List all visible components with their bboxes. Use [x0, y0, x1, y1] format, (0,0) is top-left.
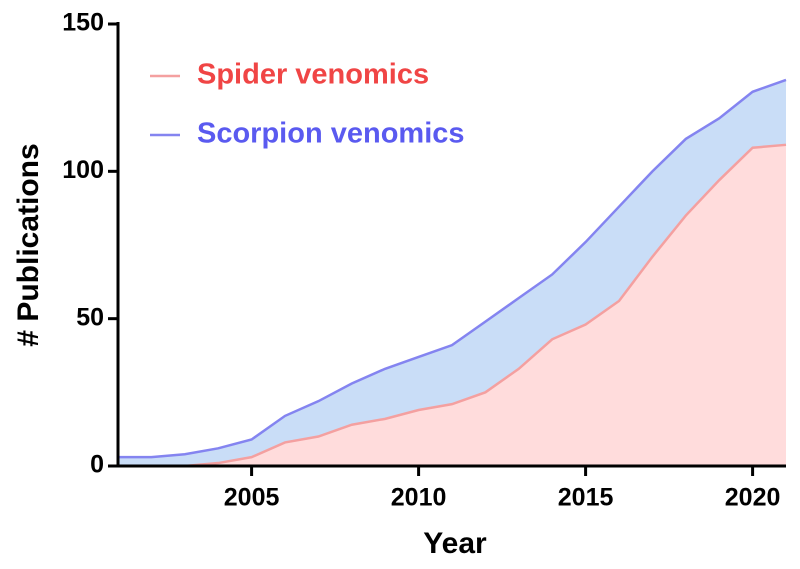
series-line — [118, 143, 787, 468]
x-tick-label: 2020 — [725, 484, 781, 512]
y-axis-title: # Publications — [12, 143, 45, 346]
x-tick-label: 2015 — [558, 484, 614, 512]
x-tick-label: 2005 — [224, 484, 280, 512]
legend-label: Spider venomics — [197, 59, 429, 91]
y-tick-label: 0 — [90, 451, 104, 479]
x-axis-title: Year — [423, 527, 487, 560]
y-tick-label: 100 — [62, 156, 104, 184]
legend-label: Scorpion venomics — [197, 118, 465, 150]
area-fill — [118, 144, 786, 466]
y-tick-label: 150 — [62, 9, 104, 37]
y-tick-label: 50 — [76, 303, 104, 331]
x-tick-label: 2010 — [391, 484, 447, 512]
series-line — [118, 78, 787, 459]
